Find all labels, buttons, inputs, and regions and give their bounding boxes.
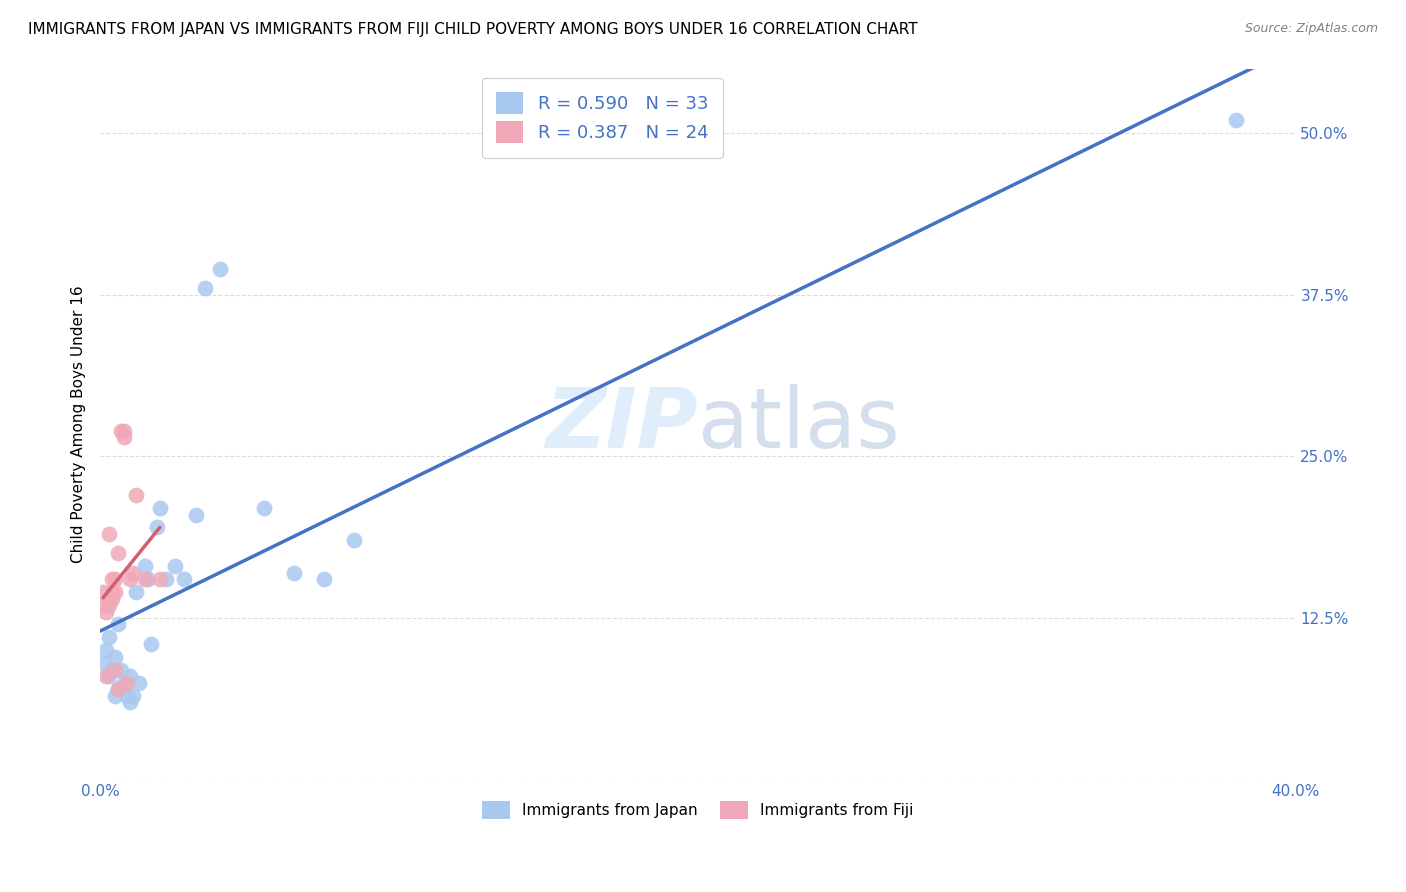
Point [112,675,135,690]
Point [208,261,231,276]
Point [146,520,169,534]
Text: ZIP: ZIP [546,384,697,465]
Point [115,689,138,703]
Point [173,572,195,586]
Point [136,572,159,586]
Point [115,675,138,690]
Point [283,566,305,580]
Point [107,682,129,697]
Point [104,689,127,703]
Point [101,591,124,606]
Point [101,572,124,586]
Point [110,663,132,677]
Point [101,585,124,599]
Point [1225,113,1247,128]
Point [163,559,186,574]
Point [118,695,141,709]
Point [149,501,172,516]
Point [98,598,121,612]
Point [101,663,124,677]
Point [107,682,129,697]
Y-axis label: Child Poverty Among Boys Under 16: Child Poverty Among Boys Under 16 [72,285,86,563]
Point [122,566,145,580]
Text: IMMIGRANTS FROM JAPAN VS IMMIGRANTS FROM FIJI CHILD POVERTY AMONG BOYS UNDER 16 : IMMIGRANTS FROM JAPAN VS IMMIGRANTS FROM… [28,22,918,37]
Point [107,546,129,560]
Point [104,572,127,586]
Point [134,572,156,586]
Point [107,617,129,632]
Point [343,533,366,548]
Point [253,501,276,516]
Point [98,527,121,541]
Point [155,572,177,586]
Point [314,572,336,586]
Point [128,675,150,690]
Point [91,657,114,671]
Point [104,663,127,677]
Legend: Immigrants from Japan, Immigrants from Fiji: Immigrants from Japan, Immigrants from F… [477,795,920,825]
Text: Source: ZipAtlas.com: Source: ZipAtlas.com [1244,22,1378,36]
Point [125,585,148,599]
Point [104,585,127,599]
Point [118,669,141,683]
Point [134,559,156,574]
Point [98,631,121,645]
Point [184,508,207,522]
Point [110,424,132,438]
Point [104,649,127,664]
Point [91,598,114,612]
Point [122,689,145,703]
Point [94,643,117,657]
Point [112,430,135,444]
Point [91,585,114,599]
Point [112,424,135,438]
Text: atlas: atlas [697,384,900,465]
Point [98,591,121,606]
Point [149,572,172,586]
Point [118,572,141,586]
Point [139,637,162,651]
Point [94,669,117,683]
Point [94,605,117,619]
Point [125,488,148,502]
Point [98,669,121,683]
Point [194,281,217,295]
